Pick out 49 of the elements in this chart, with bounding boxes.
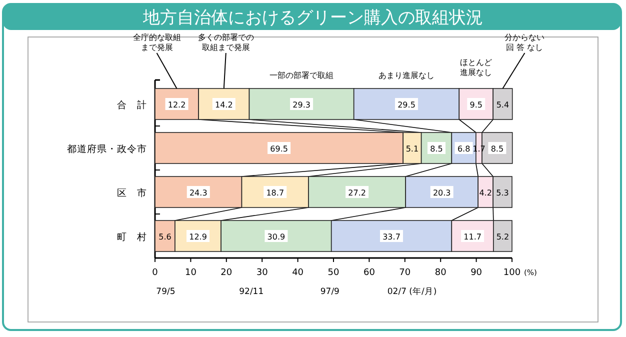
data-label: 5.3 (496, 188, 509, 198)
x-tick-label: 50 (328, 268, 340, 278)
data-label: 69.5 (270, 144, 288, 154)
data-label: 9.5 (470, 100, 482, 110)
data-label: 8.5 (490, 144, 504, 154)
data-label: 11.7 (464, 232, 482, 242)
text: 97/9 (320, 287, 340, 297)
y-tick-label: 町 村 (117, 231, 147, 243)
text: 79/5 (156, 287, 176, 297)
series-label: あまり進展なし (378, 71, 435, 80)
x-tick-label: 100 (503, 268, 521, 278)
text: 多くの部署での取組まで発展 (198, 33, 254, 52)
data-label: 4.2 (479, 188, 492, 198)
data-label: 29.5 (398, 100, 416, 110)
text: 92/11 (239, 287, 264, 297)
data-label: 18.7 (266, 188, 284, 198)
text: 全庁的な取組まで発展 (132, 33, 181, 52)
y-tick-label: 都道府県・政令市 (67, 143, 147, 155)
x-tick-label: 30 (256, 268, 268, 278)
data-label: 6.8 (457, 144, 470, 154)
data-label: 5.6 (158, 232, 172, 242)
data-label: 5.4 (496, 100, 510, 110)
x-tick-label: 80 (434, 268, 447, 278)
data-label: 30.9 (267, 232, 286, 242)
y-tick-label: 区 市 (117, 187, 147, 199)
data-label: 24.3 (189, 188, 208, 198)
text: 分からない回 答 なし (504, 33, 545, 52)
y-tick-label: 合 計 (117, 99, 147, 111)
x-tick-label: 0 (152, 268, 158, 278)
data-label: 12.9 (189, 232, 207, 242)
data-label: 12.2 (168, 100, 186, 110)
data-label: 5.2 (496, 232, 510, 242)
data-label: 14.2 (214, 100, 233, 110)
x-tick-label: 40 (292, 268, 304, 278)
series-label: ほとんど進展なし (460, 58, 492, 77)
x-tick-label: 70 (399, 268, 411, 278)
data-label: 27.2 (348, 188, 366, 198)
series-label: 一部の部署で取組 (270, 71, 334, 80)
x-tick-label: 90 (470, 268, 482, 278)
data-label: 29.3 (292, 100, 310, 110)
text: 02/7 (年/月) (387, 286, 437, 297)
chart-title: 地方自治体におけるグリーン購入の取組状況 (142, 8, 483, 28)
x-tick-label: 20 (220, 268, 232, 278)
x-tick-label: 10 (184, 268, 197, 278)
data-label: 33.7 (382, 232, 400, 242)
x-tick-label: 60 (363, 268, 376, 278)
data-label: 20.3 (432, 188, 451, 198)
data-label: 5.1 (406, 144, 419, 154)
data-label: 8.5 (430, 144, 443, 154)
